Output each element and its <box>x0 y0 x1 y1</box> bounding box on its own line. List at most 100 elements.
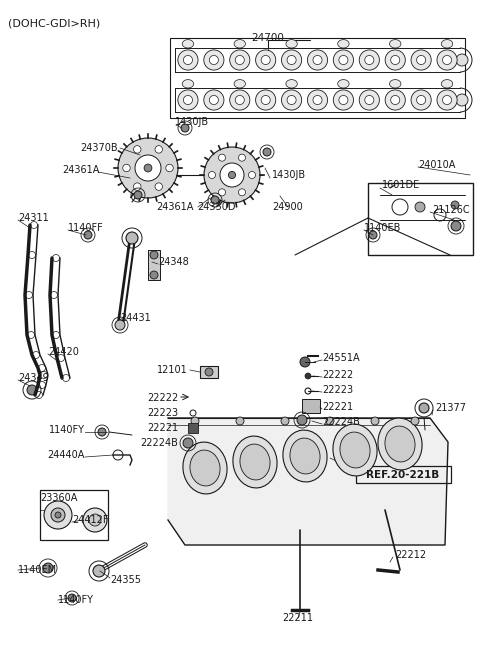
Ellipse shape <box>286 80 297 88</box>
Text: 24361A: 24361A <box>62 165 100 175</box>
Circle shape <box>419 403 429 413</box>
Circle shape <box>205 368 213 376</box>
Circle shape <box>437 90 457 110</box>
Ellipse shape <box>338 39 349 48</box>
Ellipse shape <box>233 436 277 488</box>
Bar <box>200 366 218 378</box>
Circle shape <box>118 138 178 198</box>
Circle shape <box>83 508 107 532</box>
Text: 22224B: 22224B <box>140 438 178 448</box>
Circle shape <box>150 251 158 259</box>
Circle shape <box>209 56 218 65</box>
Circle shape <box>230 90 250 110</box>
Text: 24900: 24900 <box>273 202 303 212</box>
Text: 23360A: 23360A <box>40 493 77 503</box>
Circle shape <box>451 221 461 231</box>
Ellipse shape <box>286 39 297 48</box>
Text: 24700: 24700 <box>252 33 285 43</box>
Ellipse shape <box>182 39 193 48</box>
Text: 24010A: 24010A <box>418 160 456 170</box>
Circle shape <box>417 96 426 105</box>
Text: 1140FY: 1140FY <box>49 425 85 435</box>
Circle shape <box>183 56 192 65</box>
Circle shape <box>239 189 246 196</box>
Circle shape <box>155 183 163 191</box>
Text: 1140FY: 1140FY <box>58 595 94 605</box>
Circle shape <box>93 565 105 577</box>
Circle shape <box>437 50 457 70</box>
Bar <box>148 250 160 280</box>
Text: 1601DE: 1601DE <box>382 180 420 190</box>
Circle shape <box>208 172 216 179</box>
Circle shape <box>55 512 61 518</box>
Text: 24350D: 24350D <box>197 202 235 212</box>
Circle shape <box>204 50 224 70</box>
Text: 21126C: 21126C <box>432 205 469 215</box>
Ellipse shape <box>183 442 227 494</box>
Text: 1140EM: 1140EM <box>18 565 57 575</box>
Circle shape <box>339 56 348 65</box>
Text: 22223: 22223 <box>322 385 353 395</box>
Text: 22221: 22221 <box>322 402 353 412</box>
Bar <box>170 38 465 118</box>
Circle shape <box>411 417 419 425</box>
Text: 24349: 24349 <box>18 373 49 383</box>
Ellipse shape <box>240 444 270 480</box>
Circle shape <box>305 373 311 379</box>
Ellipse shape <box>390 80 401 88</box>
Text: 1140FF: 1140FF <box>68 223 104 233</box>
Circle shape <box>281 417 289 425</box>
Circle shape <box>44 501 72 529</box>
Circle shape <box>443 56 452 65</box>
Circle shape <box>155 145 163 153</box>
Text: 22224B: 22224B <box>322 417 360 427</box>
Bar <box>368 183 473 255</box>
Circle shape <box>144 164 152 172</box>
Circle shape <box>263 148 271 156</box>
Circle shape <box>126 232 138 244</box>
Text: 24348: 24348 <box>158 257 189 267</box>
Text: 22222: 22222 <box>147 393 178 403</box>
Bar <box>356 466 451 483</box>
Circle shape <box>456 94 468 106</box>
Circle shape <box>417 56 426 65</box>
Circle shape <box>385 90 405 110</box>
Text: 1430JB: 1430JB <box>272 170 306 180</box>
Circle shape <box>339 96 348 105</box>
Circle shape <box>326 417 334 425</box>
Circle shape <box>220 163 244 187</box>
Circle shape <box>300 357 310 367</box>
Circle shape <box>385 50 405 70</box>
Circle shape <box>218 189 226 196</box>
Text: 24361A: 24361A <box>156 202 194 212</box>
Polygon shape <box>168 418 448 545</box>
Text: 22222: 22222 <box>322 370 353 380</box>
Circle shape <box>307 90 327 110</box>
Circle shape <box>235 56 244 65</box>
Ellipse shape <box>290 438 320 474</box>
Ellipse shape <box>234 80 245 88</box>
Text: 24551A: 24551A <box>322 353 360 363</box>
Circle shape <box>365 96 374 105</box>
Circle shape <box>133 145 141 153</box>
Circle shape <box>191 417 199 425</box>
Circle shape <box>333 90 353 110</box>
Text: 24431: 24431 <box>120 313 151 323</box>
Circle shape <box>236 417 244 425</box>
Circle shape <box>369 231 377 239</box>
Circle shape <box>256 90 276 110</box>
Circle shape <box>134 191 142 199</box>
Circle shape <box>235 96 244 105</box>
Text: 22211: 22211 <box>283 613 313 623</box>
Circle shape <box>178 90 198 110</box>
Circle shape <box>307 50 327 70</box>
Circle shape <box>313 56 322 65</box>
Circle shape <box>183 438 193 448</box>
Text: 1140EB: 1140EB <box>364 223 401 233</box>
Text: 22221: 22221 <box>147 423 178 433</box>
Circle shape <box>333 50 353 70</box>
Circle shape <box>204 90 224 110</box>
Text: 22223: 22223 <box>147 408 178 418</box>
Circle shape <box>211 196 219 204</box>
Circle shape <box>249 172 255 179</box>
